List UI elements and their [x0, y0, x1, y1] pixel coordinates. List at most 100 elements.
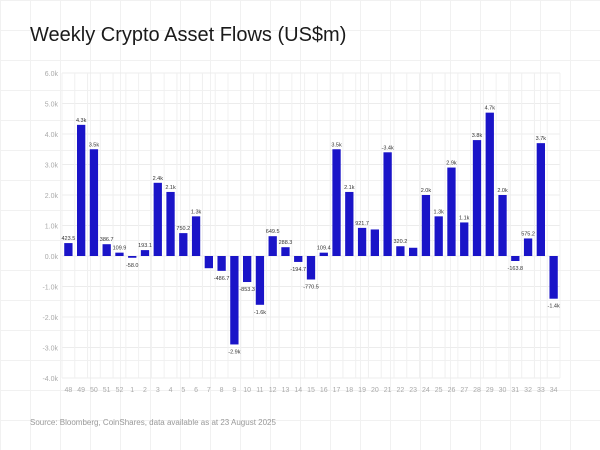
bar-27 — [460, 222, 469, 256]
bar-10 — [243, 256, 252, 283]
data-label: -486.7 — [214, 276, 230, 282]
bar-4 — [166, 191, 175, 256]
y-tick-label: -1.0k — [42, 285, 58, 292]
x-tick-label: 6 — [194, 387, 198, 394]
data-label: 3.7k — [536, 136, 547, 142]
bar-16 — [319, 252, 328, 256]
x-tick-label: 9 — [232, 387, 236, 394]
bar-6 — [191, 216, 201, 256]
bar-2 — [140, 250, 150, 256]
x-tick-label: 19 — [358, 387, 366, 394]
x-tick-label: 2 — [143, 387, 147, 394]
x-tick-label: 14 — [294, 387, 302, 394]
x-tick-label: 31 — [511, 387, 519, 394]
data-label: 1.1k — [459, 215, 470, 221]
bar-51 — [102, 244, 111, 256]
y-tick-label: 5.0k — [45, 102, 59, 109]
bar-11 — [255, 256, 265, 305]
data-label: 288.3 — [279, 240, 293, 246]
x-tick-label: 16 — [320, 387, 328, 394]
bar-18 — [345, 191, 354, 256]
data-label: 2.0k — [497, 188, 508, 194]
y-tick-label: 2.0k — [45, 193, 59, 200]
data-label: 3.5k — [89, 142, 100, 148]
data-label: 2.0k — [421, 188, 432, 194]
bar-26 — [447, 167, 456, 256]
bar-31 — [511, 256, 520, 261]
data-label: 575.2 — [521, 231, 535, 237]
x-tick-label: 48 — [64, 387, 72, 394]
x-tick-label: 17 — [333, 387, 341, 394]
data-label: 109.4 — [317, 246, 331, 252]
x-tick-label: 13 — [282, 387, 290, 394]
data-label: -2.9k — [228, 349, 240, 355]
bar-33 — [536, 143, 545, 256]
y-tick-label: -2.0k — [42, 315, 58, 322]
x-tick-label: 49 — [77, 387, 85, 394]
bar-23 — [409, 247, 418, 256]
bar-17 — [332, 149, 341, 256]
bar-28 — [472, 140, 482, 256]
bar-14 — [294, 256, 303, 262]
y-tick-label: 4.0k — [45, 132, 59, 139]
x-tick-label: 21 — [384, 387, 392, 394]
data-label: 109.9 — [113, 246, 127, 252]
x-tick-label: 1 — [130, 387, 134, 394]
bar-24 — [421, 195, 431, 256]
x-tick-label: 51 — [103, 387, 111, 394]
x-tick-label: 11 — [256, 387, 263, 394]
data-label: 423.5 — [62, 236, 76, 242]
chart-title: Weekly Crypto Asset Flows (US$m) — [30, 24, 347, 46]
bar-3 — [153, 182, 162, 256]
x-tick-label: 22 — [396, 387, 404, 394]
data-label: 3.8k — [472, 133, 483, 139]
x-tick-label: 24 — [422, 387, 430, 394]
bar-19 — [357, 227, 367, 256]
data-label: 2.4k — [153, 176, 164, 182]
x-tick-label: 26 — [448, 387, 456, 394]
data-label: 2.9k — [446, 161, 457, 167]
data-label: 1.3k — [191, 209, 202, 215]
data-label: -163.8 — [508, 266, 524, 272]
x-tick-label: 23 — [409, 387, 417, 394]
bar-48 — [64, 243, 73, 256]
data-label: 4.3k — [76, 118, 87, 124]
x-tick-label: 34 — [550, 387, 558, 394]
data-label: -853.3 — [239, 287, 255, 293]
data-label: 2.1k — [165, 185, 176, 191]
y-tick-label: -3.0k — [42, 346, 58, 353]
y-tick-label: 1.0k — [45, 224, 59, 231]
bar-13 — [281, 247, 290, 256]
y-tick-label: -4.0k — [42, 376, 58, 383]
data-label: 320.2 — [394, 239, 408, 245]
bar-49 — [77, 124, 86, 256]
x-tick-label: 18 — [345, 387, 353, 394]
data-label: -58.0 — [126, 263, 139, 269]
x-tick-label: 10 — [243, 387, 251, 394]
bar-30 — [498, 195, 507, 256]
x-tick-label: 50 — [90, 387, 98, 394]
data-label: -1.6k — [254, 310, 266, 316]
bar-8 — [217, 256, 226, 271]
x-tick-label: 33 — [537, 387, 545, 394]
x-tick-label: 3 — [156, 387, 160, 394]
data-label: 649.5 — [266, 229, 280, 235]
x-tick-label: 52 — [116, 387, 124, 394]
bar-32 — [523, 238, 533, 256]
x-tick-label: 29 — [486, 387, 494, 394]
y-tick-label: 6.0k — [45, 71, 59, 78]
data-label: 386.7 — [100, 237, 114, 243]
bar-9 — [230, 256, 239, 345]
x-tick-label: 5 — [181, 387, 185, 394]
bar-1 — [128, 256, 137, 258]
bar-25 — [434, 216, 443, 256]
data-label: 1.3k — [433, 209, 444, 215]
data-label: 3.5k — [331, 142, 342, 148]
bar-34 — [549, 256, 558, 299]
data-label: -770.5 — [303, 285, 319, 291]
source-note: Source: Bloomberg, CoinShares, data avai… — [30, 418, 276, 427]
bar-50 — [89, 149, 99, 256]
data-label: 2.1k — [344, 185, 355, 191]
bar-12 — [268, 236, 277, 256]
